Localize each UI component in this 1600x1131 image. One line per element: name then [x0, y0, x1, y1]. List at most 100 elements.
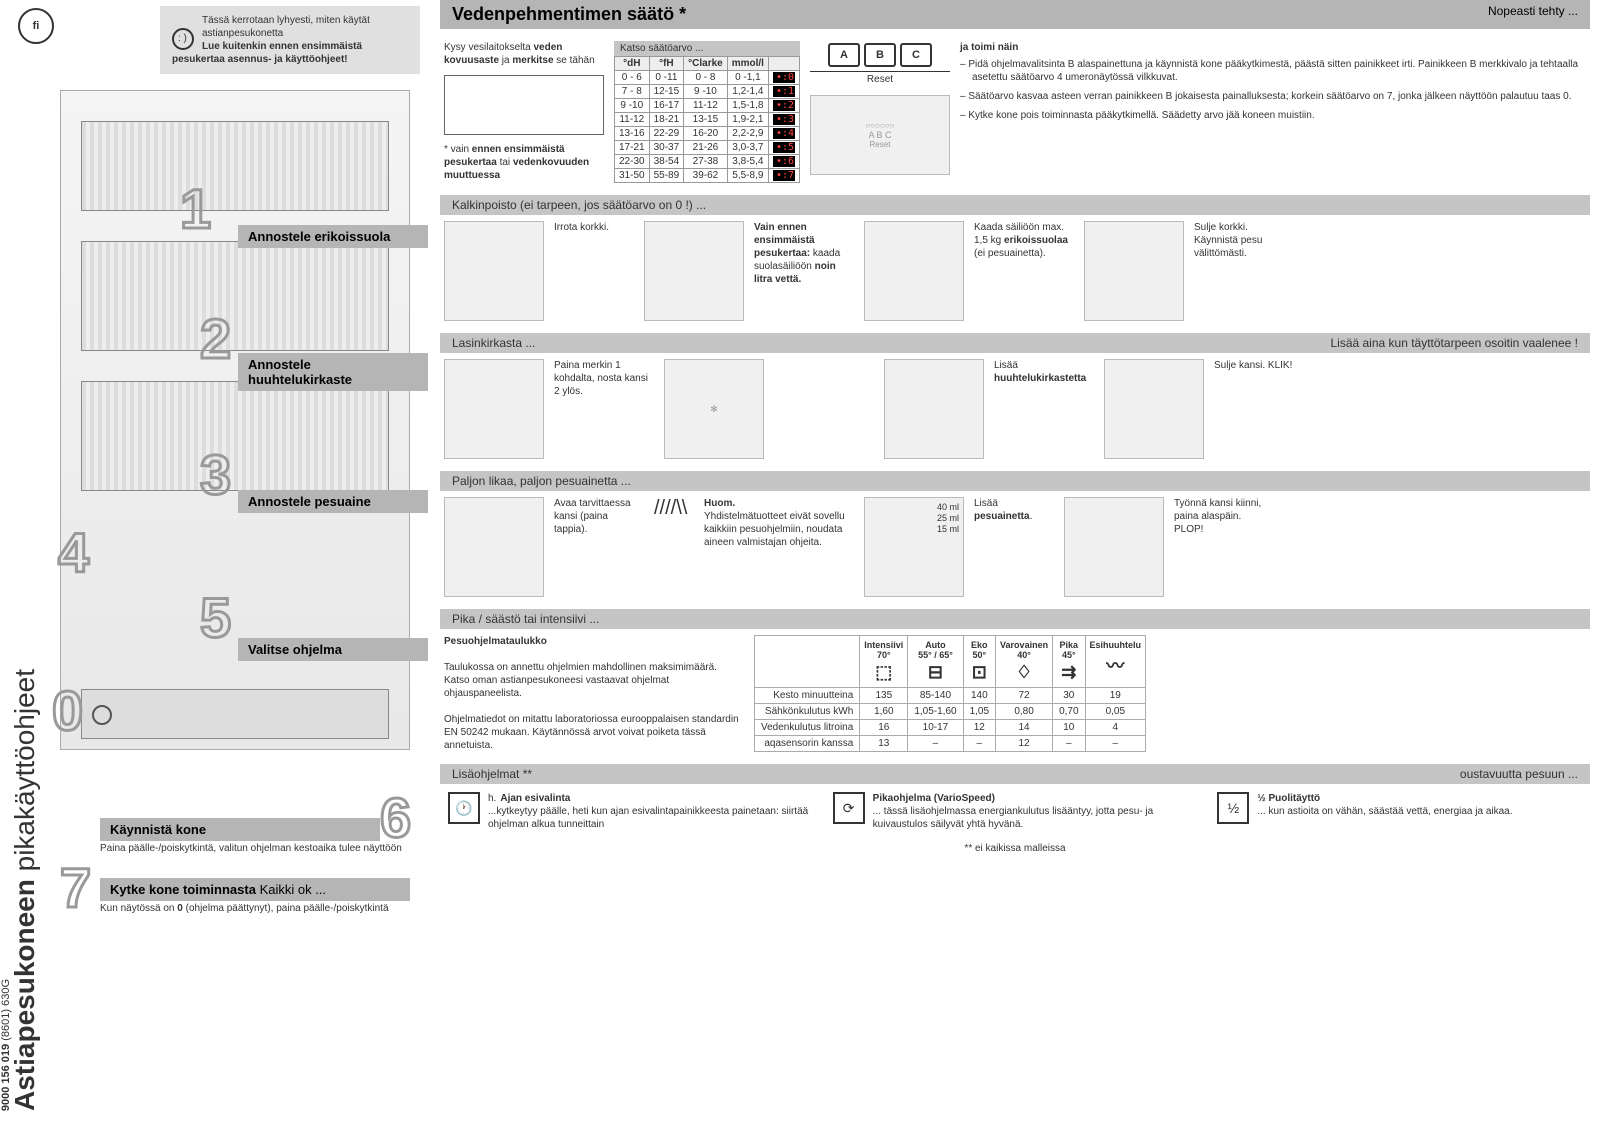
- led-icon: •:7: [773, 170, 795, 181]
- program-table: Intensiivi70°⬚Auto55° / 65°⊟Eko50°⊡Varov…: [754, 635, 1146, 752]
- salt-text-2: Vain ennen ensimmäistä pesukertaa: kaada…: [754, 221, 854, 286]
- step-5-bar: Valitse ohjelma: [238, 638, 428, 661]
- step-2-bar: Annostele huuhtelukirkaste: [238, 353, 428, 391]
- prog-col: Pika45°⇉: [1053, 636, 1085, 688]
- key-B[interactable]: B: [864, 43, 896, 67]
- salt-text-3: Kaada säiliöön max. 1,5 kg erikoissuolaa…: [974, 221, 1074, 260]
- step-4-num: 4: [58, 520, 89, 585]
- subprog-icon: ½: [1217, 792, 1249, 824]
- rinse-img-4: [1104, 359, 1204, 459]
- rinse-img-1: [444, 359, 544, 459]
- instr-item: Pidä ohjelmavalitsinta B alaspainettuna …: [972, 58, 1586, 84]
- vertical-title: Astiapesukoneen pikakäyttöohjeet: [0, 70, 50, 1131]
- det-text-3: Työnnä kansi kiinni, paina alaspäin. PLO…: [1174, 497, 1264, 536]
- water-row: 17-2130-3721-263,0-3,7•:5: [615, 141, 800, 155]
- control-panel-illustration: [81, 689, 389, 739]
- prog-col: Varovainen40°♢: [996, 636, 1053, 688]
- step-7-bar: Kytke kone toiminnasta Kaikki ok ...: [100, 878, 410, 901]
- lines-icon: ////\\: [654, 497, 694, 520]
- water-instructions: ja toimi näin Pidä ohjelmavalitsinta B a…: [960, 41, 1586, 128]
- det-img-2: 40 ml25 ml15 ml: [864, 497, 964, 597]
- led-icon: •:2: [773, 100, 795, 111]
- header-left: Vedenpehmentimen säätö *: [452, 4, 686, 25]
- water-row: 11-1218-2113-151,9-2,1•:3: [615, 113, 800, 127]
- salt-text-1: Irrota korkki.: [554, 221, 634, 234]
- prog-row: aqasensorin kanssa13––12––: [755, 736, 1146, 752]
- detergent-bar: Paljon likaa, paljon pesuainetta ...: [440, 471, 1590, 491]
- step-5-num: 5: [200, 585, 231, 650]
- control-keys: ABC Reset ○○○○○○ A B C Reset: [810, 41, 950, 175]
- intro-box: Tässä kerrotaan lyhyesti, miten käytät a…: [160, 6, 420, 74]
- water-th: °fH: [649, 57, 684, 71]
- salt-img-2: [644, 221, 744, 321]
- step-0-num: 0: [52, 678, 83, 743]
- rinse-text-3: Sulje kansi. KLIK!: [1214, 359, 1304, 372]
- language-badge: fi: [18, 8, 54, 44]
- subprog-icon: ⟳: [833, 792, 865, 824]
- header-bar: Vedenpehmentimen säätö * Nopeasti tehty …: [440, 0, 1590, 29]
- salt-img-4: [1084, 221, 1184, 321]
- sub-bar: Lisäohjelmat ** oustavuutta pesuun ...: [440, 764, 1590, 784]
- subprog-item: ½½ Puolitäyttö... kun astioita on vähän,…: [1217, 792, 1582, 831]
- subprog-icon: 🕐: [448, 792, 480, 824]
- prog-col: Esihuuhtelu〰: [1085, 636, 1146, 688]
- step-7-num: 7: [60, 855, 91, 920]
- led-icon: •:3: [773, 114, 795, 125]
- prog-col: Auto55° / 65°⊟: [908, 636, 963, 688]
- det-img-1: [444, 497, 544, 597]
- water-th: mmol/l: [727, 57, 768, 71]
- led-icon: •:5: [773, 142, 795, 153]
- water-row: 7 - 812-159 -101,2-1,4•:1: [615, 85, 800, 99]
- water-th: °dH: [615, 57, 650, 71]
- salt-img-1: [444, 221, 544, 321]
- product-code: 9000 156 019 (8601) 630G: [0, 979, 30, 1111]
- prog-row: Kesto minuutteina13585-140140723019: [755, 688, 1146, 704]
- smile-icon: [172, 28, 194, 50]
- instr-item: Kytke kone pois toiminnasta pääkytkimell…: [972, 109, 1586, 122]
- prog-row: Vedenkulutus litroina1610-171214104: [755, 720, 1146, 736]
- header-right: Nopeasti tehty ...: [1488, 4, 1578, 25]
- intro-line1: Tässä kerrotaan lyhyesti, miten käytät a…: [202, 15, 370, 39]
- led-icon: •:1: [773, 86, 795, 97]
- step-7-text: Kun näytössä on 0 (ohjelma päättynyt), p…: [100, 902, 410, 915]
- led-icon: •:6: [773, 156, 795, 167]
- panel-illustration: ○○○○○○ A B C Reset: [810, 95, 950, 175]
- water-th: °Clarke: [684, 57, 728, 71]
- det-text-1: Avaa tarvittaessa kansi (paina tappia).: [554, 497, 644, 536]
- water-hardness-table: °dH°fH°Clarkemmol/l 0 - 60 -110 - 80 -1,…: [614, 56, 800, 183]
- rinse-bar: Lasinkirkasta ... Lisää aina kun täyttöt…: [440, 333, 1590, 353]
- salt-text-4: Sulje korkki. Käynnistä pesu välittömäst…: [1194, 221, 1284, 260]
- det-text-2: Lisää pesuainetta.: [974, 497, 1054, 523]
- water-ask: Kysy vesilaitokselta veden kovuusaste ja…: [444, 41, 604, 182]
- step-6-bar: Käynnistä kone: [100, 818, 380, 841]
- salt-img-3: [864, 221, 964, 321]
- subprog-item: 🕐h.Ajan esivalinta...kytkeytyy päälle, h…: [448, 792, 813, 831]
- water-row: 31-5055-8939-625,5-8,9•:7: [615, 169, 800, 183]
- salt-bar: Kalkinpoisto (ei tarpeen, jos säätöarvo …: [440, 195, 1590, 215]
- subprog-item: ⟳Pikaohjelma (VarioSpeed)... tässä lisäo…: [833, 792, 1198, 831]
- intro-line2: Lue kuitenkin ennen ensimmäistä pesukert…: [172, 41, 362, 65]
- sub-footer: ** ei kaikissa malleissa: [440, 843, 1590, 854]
- step-6-text: Paina päälle-/poiskytkintä, valitun ohje…: [100, 842, 410, 855]
- led-icon: •:0: [773, 72, 795, 83]
- led-icon: •:4: [773, 128, 795, 139]
- det-img-3: [1064, 497, 1164, 597]
- key-A[interactable]: A: [828, 43, 860, 67]
- water-input-box[interactable]: [444, 75, 604, 135]
- det-note: Huom. Yhdistelmätuotteet eivät sovellu k…: [704, 497, 854, 549]
- instr-item: Säätöarvo kasvaa asteen verran painikkee…: [972, 90, 1586, 103]
- prog-col: Intensiivi70°⬚: [860, 636, 908, 688]
- key-C[interactable]: C: [900, 43, 932, 67]
- prog-row: Sähkönkulutus kWh1,601,05-1,601,050,800,…: [755, 704, 1146, 720]
- water-row: 22-3038-5427-383,8-5,4•:6: [615, 155, 800, 169]
- step-3-bar: Annostele pesuaine: [238, 490, 428, 513]
- water-table-container: Katso säätöarvo ... °dH°fH°Clarkemmol/l …: [614, 41, 800, 183]
- rinse-img-3: [884, 359, 984, 459]
- subprogram-row: 🕐h.Ajan esivalinta...kytkeytyy päälle, h…: [440, 784, 1590, 839]
- program-desc: Pesuohjelmataulukko Taulukossa on annett…: [444, 635, 744, 752]
- prog-col: Eko50°⊡: [963, 636, 995, 688]
- step-6-num: 6: [380, 785, 411, 850]
- program-bar: Pika / säästö tai intensiivi ...: [440, 609, 1590, 629]
- rinse-text-1: Paina merkin 1 kohdalta, nosta kansi 2 y…: [554, 359, 654, 398]
- step-1-bar: Annostele erikoissuola: [238, 225, 428, 248]
